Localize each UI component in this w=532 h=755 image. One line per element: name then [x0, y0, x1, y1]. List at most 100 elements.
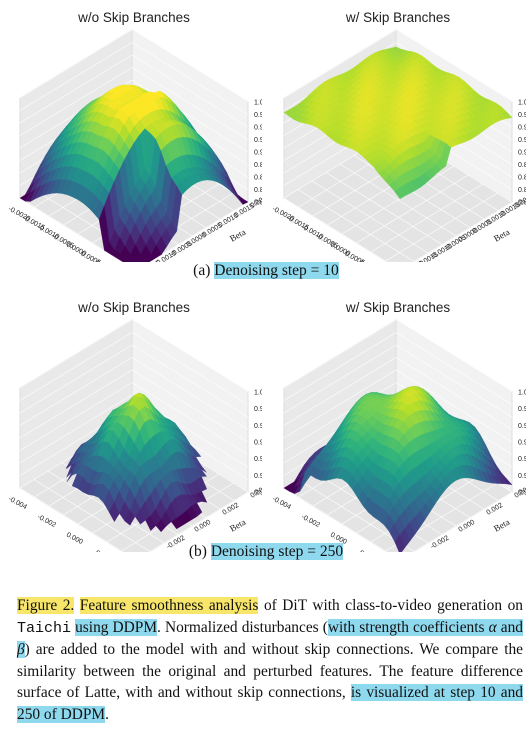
z-tick-label: 0.875 [254, 162, 262, 169]
grid-line [19, 332, 133, 401]
grid-line [385, 192, 498, 262]
beta-symbol: β [17, 641, 25, 658]
grid-line [283, 357, 397, 426]
grid-line [19, 369, 133, 439]
figure-label: Figure 2. [17, 597, 75, 614]
plot-title: w/ Skip Branches [345, 10, 451, 25]
surface-patch [138, 260, 144, 262]
z-tick-label: 0.98 [254, 423, 262, 430]
subcaption-b: (b) Denoising step = 250 [0, 543, 532, 561]
z-tick-label: 1.00 [254, 390, 262, 397]
surface [19, 84, 249, 262]
z-tick-label: 0.800 [518, 200, 526, 207]
grid-line [131, 369, 249, 443]
surface-plot: 1.000 0.975 0.950 0.925 0.900 0.875 0.850 0.825… [7, 29, 262, 262]
figure-caption: Figure 2. Feature smoothness analysis of… [17, 595, 523, 725]
z-tick-label: 0.975 [254, 112, 262, 119]
grid-line [395, 357, 513, 430]
alpha-tick-label: -0.002 [36, 514, 57, 530]
caption-highlight: using DDPM [75, 618, 158, 636]
beta-tick-label: -0.0010 [154, 250, 178, 262]
grid-line [356, 174, 469, 244]
surface [283, 46, 513, 200]
surface-patch [145, 515, 157, 532]
grid-line [412, 201, 513, 262]
subcaption-prefix: (a) [193, 262, 215, 279]
grid-line [19, 319, 133, 389]
grid-line [19, 382, 133, 451]
z-tick-label: 0.96 [254, 456, 262, 463]
z-tick-label: 0.95 [254, 473, 262, 480]
beta-axis-label: Beta [492, 517, 511, 534]
z-tick-label: 1.00 [518, 390, 526, 397]
grid-line [283, 344, 397, 414]
grid-line [131, 344, 249, 418]
surface-patch [140, 257, 152, 262]
grid-line [395, 369, 513, 443]
surface-patch [134, 508, 146, 525]
grid-line [131, 67, 249, 140]
plot-title: w/o Skip Branches [78, 10, 190, 25]
surface-patch [155, 518, 167, 533]
caption-highlight-text: and [496, 618, 523, 636]
grid-line [283, 332, 397, 401]
z-tick-label: 1.000 [254, 100, 262, 107]
grid-line [148, 491, 249, 552]
z-tick-label: 0.825 [518, 187, 526, 194]
grid-line [131, 54, 249, 128]
beta-axis-label: Beta [492, 227, 511, 244]
subcaption-prefix: (b) [188, 543, 211, 560]
z-tick-label: 0.975 [518, 112, 526, 119]
plot-panel-b-left: w/o Skip Branches 1.00 0.99 0.98 0.97 0.96 0.… [6, 290, 262, 552]
dataset-name: Taichi [17, 619, 72, 637]
plot-panel-b-right: w/ Skip Branches 1.00 0.99 0.98 0.97 0.96 0.9… [270, 290, 526, 552]
caption-highlight-text: with strength coefficients [327, 618, 489, 636]
z-tick-label: 0.800 [254, 200, 262, 207]
z-tick-label: 0.950 [518, 125, 526, 132]
beta-axis-label: Beta [228, 227, 247, 244]
plot-title: w/o Skip Branches [78, 300, 190, 315]
plot-panel-a-left: w/o Skip Branches 1.000 0.975 0.950 0.925 0.… [6, 0, 262, 262]
grid-line [412, 491, 513, 552]
alpha-tick-label: -0.004 [271, 496, 292, 512]
z-tick-label: 0.900 [254, 150, 262, 157]
z-tick-label: 0.850 [254, 175, 262, 182]
alpha-tick-label: 0.0005 [344, 251, 366, 262]
grid-line [19, 394, 133, 464]
grid-line [395, 29, 513, 103]
plot-panel-a-right: w/ Skip Branches 1.000 0.975 0.950 0.925 0.9… [270, 0, 526, 262]
surface-patch [170, 518, 182, 530]
z-tick-label: 0.96 [518, 456, 526, 463]
z-tick-label: 0.850 [518, 175, 526, 182]
alpha-tick-label: -0.004 [7, 496, 28, 512]
beta-axis-label: Beta [228, 517, 247, 534]
surface-plot: 1.00 0.99 0.98 0.97 0.96 0.95 0.94 -0.004 -0.002… [7, 319, 262, 552]
surface [283, 386, 513, 552]
z-tick-label: 0.950 [254, 125, 262, 132]
surface-plot: 1.00 0.99 0.98 0.97 0.96 0.95 0.94 -0.004 -0.002… [271, 319, 526, 552]
alpha-symbol: α [488, 618, 497, 636]
grid-line [283, 319, 397, 389]
z-tick-label: 0.925 [254, 137, 262, 144]
z-tick-label: 0.925 [518, 137, 526, 144]
grid-line [19, 42, 133, 111]
grid-line [283, 29, 397, 99]
z-tick-label: 0.97 [518, 440, 526, 447]
z-tick-label: 0.99 [254, 406, 262, 413]
z-tick-label: 0.94 [518, 490, 526, 497]
grid-line [283, 369, 397, 439]
z-tick-label: 1.000 [518, 100, 526, 107]
grid-line [131, 357, 249, 430]
surface-patch [127, 260, 134, 262]
alpha-tick-label: -0.002 [300, 514, 321, 530]
grid-line [19, 67, 133, 136]
beta-tick-label: -0.0015 [416, 251, 440, 262]
z-tick-label: 0.97 [254, 440, 262, 447]
grid-line [395, 344, 513, 418]
surface-plot: 1.000 0.975 0.950 0.925 0.900 0.875 0.850 0.825… [271, 29, 526, 262]
plot-title: w/ Skip Branches [345, 300, 451, 315]
grid-line [395, 319, 513, 393]
grid-line [19, 29, 133, 99]
z-tick-label: 0.875 [518, 162, 526, 169]
grid-line [131, 29, 249, 103]
